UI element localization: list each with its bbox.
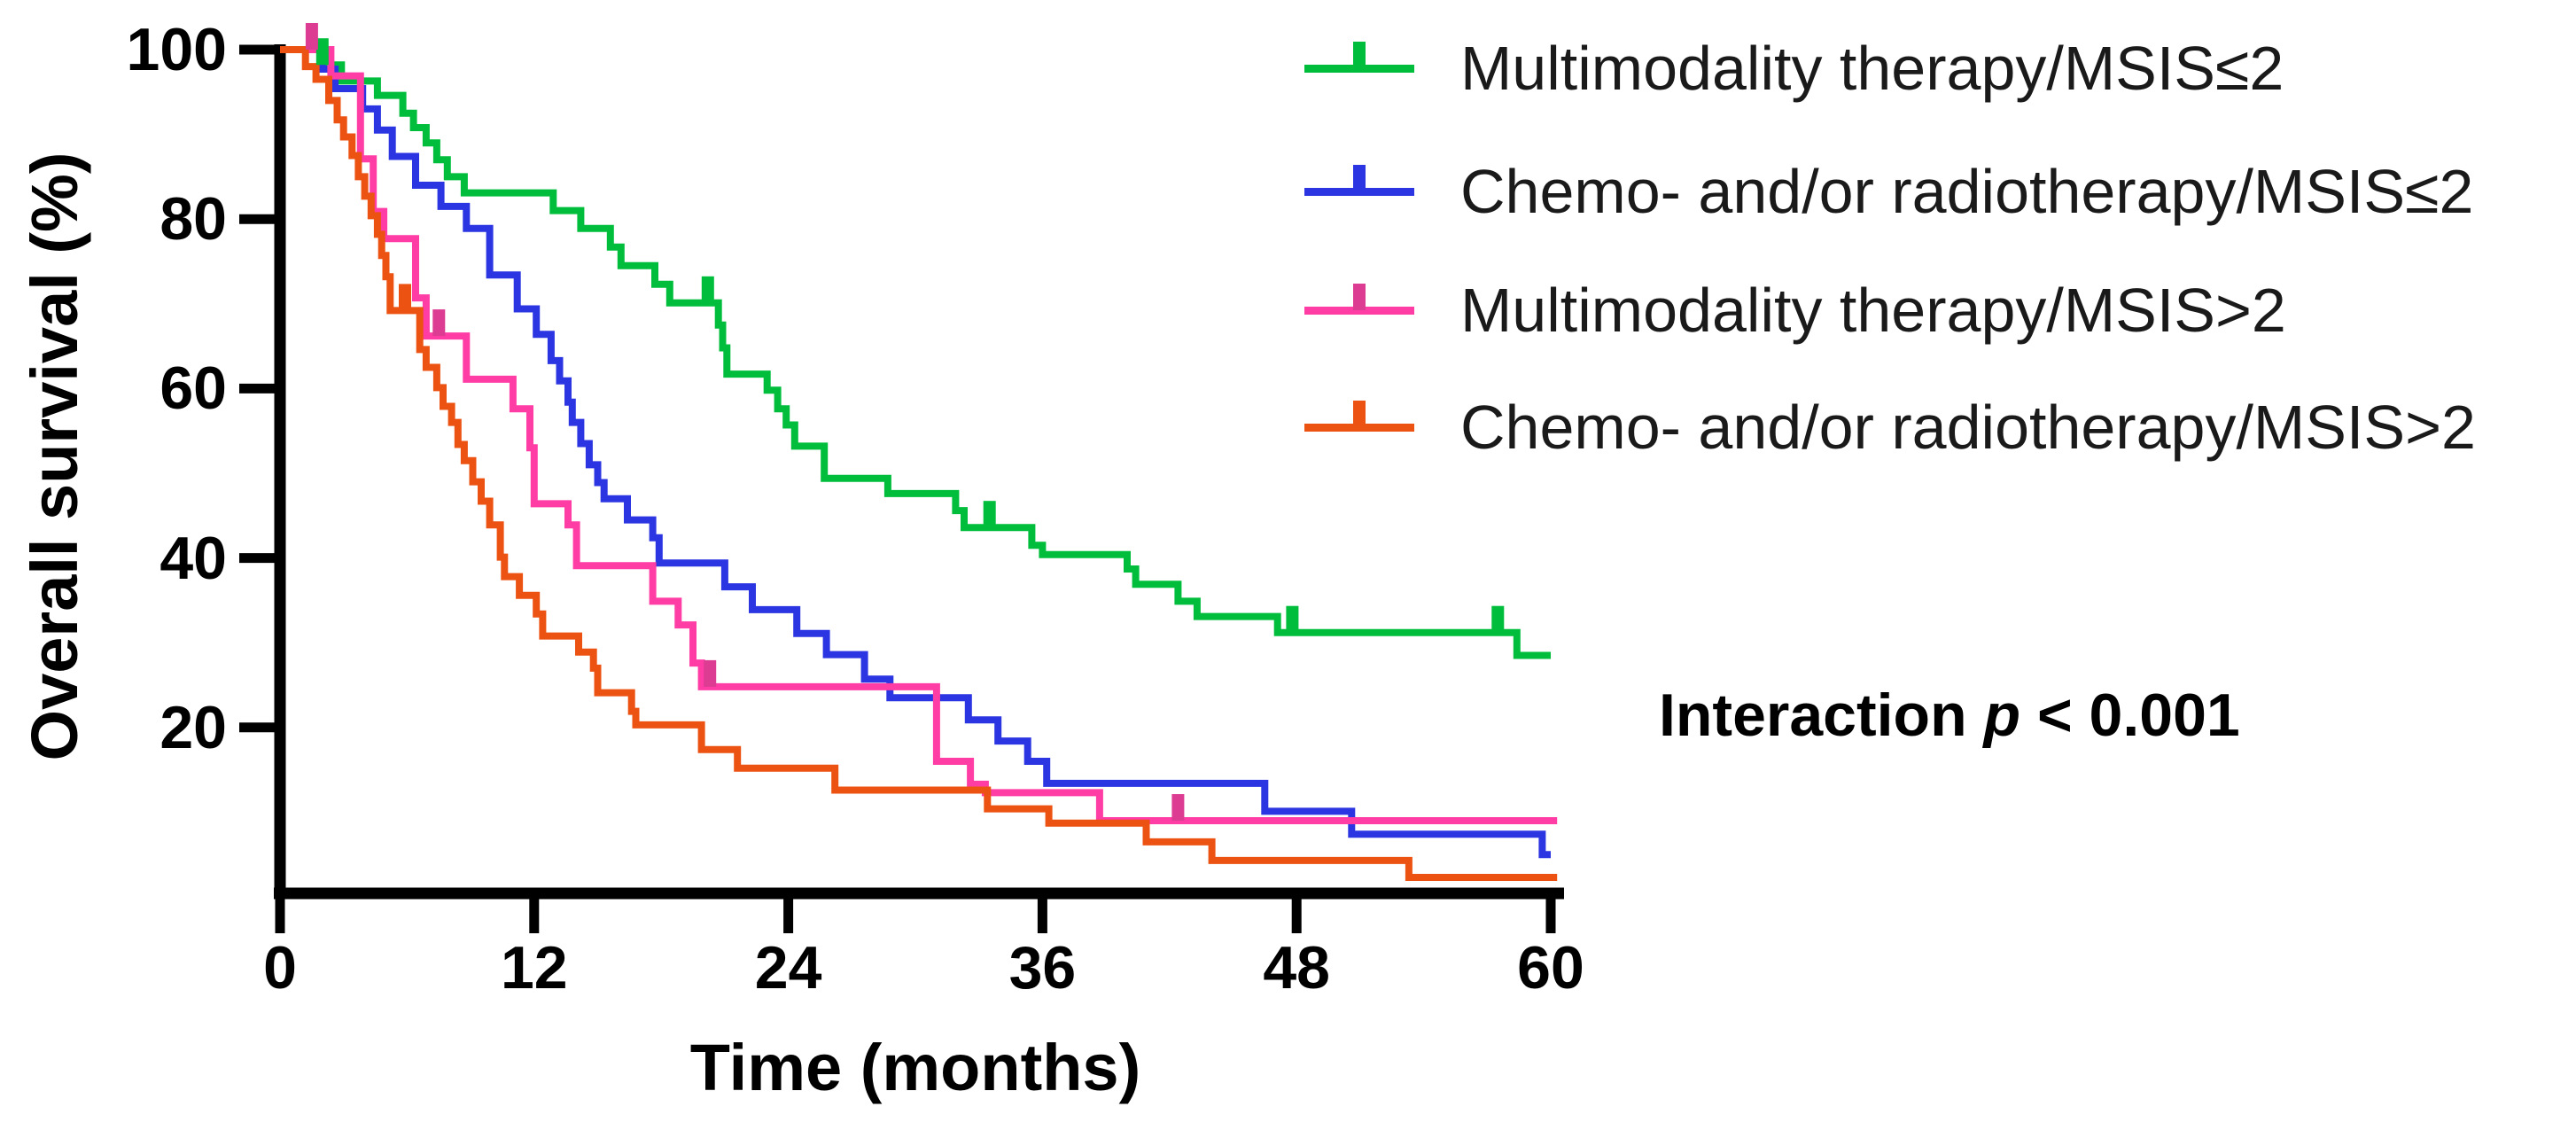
censor-tick-0 — [315, 38, 329, 66]
annotation-p-symbol: p — [1983, 682, 2021, 749]
annotation-suffix: < 0.001 — [2020, 682, 2240, 749]
legend-swatch-line-3 — [1304, 424, 1414, 432]
y-tick-label-80: 80 — [160, 185, 227, 253]
y-tick-label-60: 60 — [160, 355, 227, 423]
legend-label-0: Multimodality therapy/MSIS≤2 — [1460, 34, 2284, 103]
censor-marks — [305, 23, 1505, 821]
y-tick-label-20: 20 — [160, 693, 227, 761]
x-tick-label-60: 60 — [1517, 934, 1584, 1001]
x-tick-label-24: 24 — [754, 934, 822, 1001]
censor-tick-0 — [701, 276, 714, 303]
legend-censor-tick-icon-3 — [1353, 401, 1366, 427]
y-tick-label-100: 100 — [126, 16, 227, 83]
legend-swatch-line-1 — [1304, 188, 1414, 196]
survival-curve-0 — [280, 46, 1551, 659]
legend-swatch-line-0 — [1304, 65, 1414, 73]
legend-censor-tick-icon-2 — [1353, 284, 1366, 310]
legend-label-1: Chemo- and/or radiotherapy/MSIS≤2 — [1460, 157, 2474, 226]
censor-tick-0 — [983, 501, 996, 528]
legend-censor-tick-icon-0 — [1353, 42, 1366, 68]
survival-curve-1 — [280, 46, 1551, 859]
censor-tick-2 — [305, 23, 318, 50]
y-tick-label-40: 40 — [160, 524, 227, 592]
x-tick-label-12: 12 — [500, 934, 568, 1001]
x-tick-label-36: 36 — [1008, 934, 1077, 1001]
annotation-prefix: Interaction — [1659, 682, 1984, 749]
censor-tick-2 — [432, 309, 446, 337]
censor-tick-0 — [1286, 605, 1299, 633]
survival-curves — [280, 46, 1558, 881]
x-tick-label-0: 0 — [263, 934, 297, 1001]
survival-curve-3 — [280, 46, 1558, 881]
survival-curve-2 — [280, 46, 1558, 824]
x-tick-label-48: 48 — [1263, 934, 1330, 1001]
axes — [239, 44, 1564, 933]
interaction-annotation: Interaction p < 0.001 — [1659, 681, 2240, 750]
censor-tick-0 — [1491, 605, 1505, 633]
legend-censor-tick-icon-1 — [1353, 165, 1366, 191]
legend-swatch-line-2 — [1304, 307, 1414, 315]
legend-label-2: Multimodality therapy/MSIS>2 — [1460, 276, 2286, 345]
legend-label-3: Chemo- and/or radiotherapy/MSIS>2 — [1460, 393, 2476, 462]
censor-tick-2 — [704, 659, 717, 687]
censor-tick-2 — [1171, 794, 1185, 821]
x-axis-title: Time (months) — [689, 1031, 1141, 1104]
censor-tick-3 — [399, 284, 411, 311]
